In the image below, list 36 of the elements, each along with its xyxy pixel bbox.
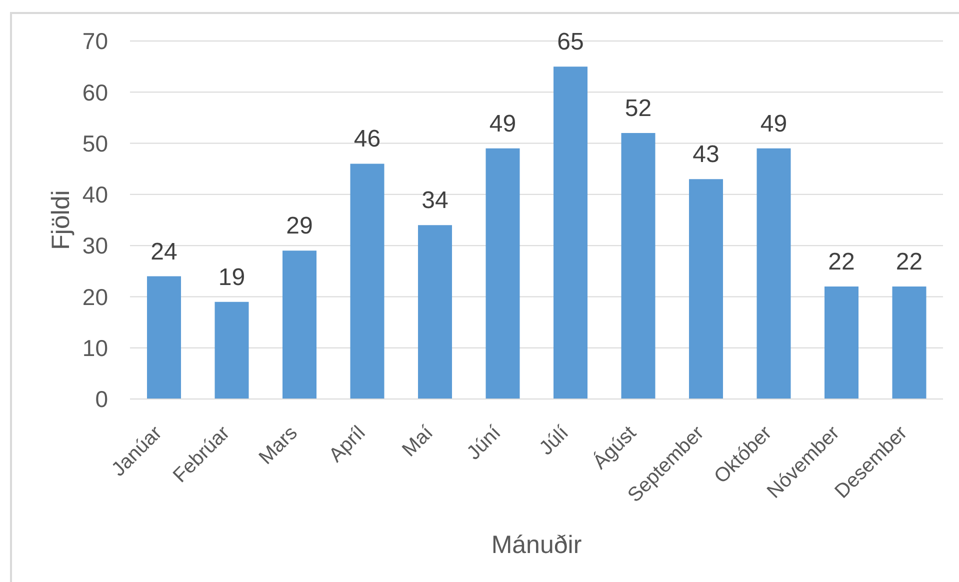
bar [689, 179, 723, 399]
data-label: 43 [692, 141, 720, 168]
x-tick-label: Júlí [535, 422, 574, 460]
y-axis-title: Fjöldi [46, 190, 75, 250]
y-tick-label: 0 [95, 386, 108, 412]
bar [282, 250, 316, 399]
bar [554, 66, 588, 399]
x-tick-label: Maí [398, 422, 438, 462]
data-label: 22 [896, 248, 923, 276]
data-label: 49 [760, 110, 788, 138]
y-tick-label: 20 [82, 284, 108, 310]
bar [621, 133, 656, 399]
bar [418, 225, 452, 399]
data-label: 46 [354, 126, 381, 153]
bar [892, 286, 926, 399]
bar [824, 286, 858, 399]
data-label: 29 [286, 212, 313, 240]
y-tick-label: 70 [82, 28, 108, 54]
y-tick-label: 30 [82, 232, 108, 259]
data-label: 52 [624, 95, 652, 122]
y-tick-label: 60 [82, 79, 108, 106]
y-tick-label: 40 [82, 182, 108, 208]
bar [486, 148, 520, 399]
data-label: 34 [422, 187, 448, 214]
data-label: 19 [218, 264, 246, 291]
bar [214, 302, 249, 399]
y-tick-label: 10 [82, 335, 108, 362]
data-label: 22 [828, 248, 855, 276]
data-label: 49 [489, 110, 516, 138]
y-tick-label: 50 [82, 130, 108, 156]
data-label: 65 [557, 28, 584, 56]
bar [756, 148, 791, 399]
data-label: 24 [150, 238, 178, 266]
bar [350, 164, 384, 399]
x-axis-title: Mánuðir [491, 531, 582, 559]
bar [147, 276, 181, 399]
